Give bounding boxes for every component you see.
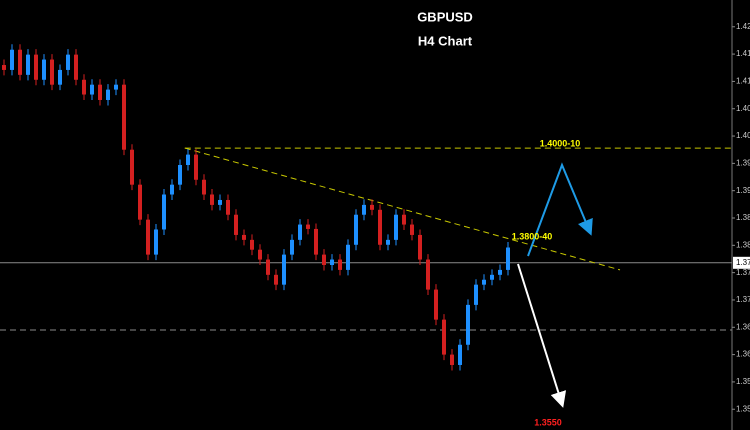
candle-body bbox=[370, 204, 374, 210]
candle-body bbox=[26, 54, 30, 75]
candle-body bbox=[362, 204, 366, 215]
y-tick-label: 1.40 bbox=[736, 104, 750, 113]
trendline bbox=[184, 147, 621, 271]
candle-body bbox=[98, 84, 102, 100]
candle-body bbox=[242, 234, 246, 240]
candle-body bbox=[106, 89, 110, 100]
candle-body bbox=[258, 249, 262, 260]
candle-body bbox=[506, 247, 510, 270]
candle-body bbox=[450, 354, 454, 365]
candle-body bbox=[138, 184, 142, 220]
candle-body bbox=[402, 214, 406, 225]
candle-body bbox=[418, 234, 422, 260]
candle-body bbox=[474, 284, 478, 305]
candle-body bbox=[122, 84, 126, 150]
candle-body bbox=[154, 229, 158, 255]
candle-body bbox=[266, 259, 270, 275]
candle-body bbox=[210, 194, 214, 205]
candle-body bbox=[274, 274, 278, 285]
candle-body bbox=[442, 319, 446, 355]
candle-body bbox=[346, 244, 350, 270]
candle-body bbox=[162, 194, 166, 230]
y-tick-label: 1.41 bbox=[736, 49, 750, 58]
chart-subtitle: H4 Chart bbox=[418, 33, 473, 48]
y-tick-label: 1.42 bbox=[736, 22, 750, 31]
candle-body bbox=[10, 49, 14, 70]
y-tick-label: 1.37 bbox=[736, 295, 750, 304]
candle-body bbox=[226, 199, 230, 215]
candle-body bbox=[410, 224, 414, 235]
y-tick-label: 1.35 bbox=[736, 377, 750, 386]
candle-body bbox=[18, 49, 22, 75]
annotation: 1.3550 bbox=[534, 417, 562, 427]
candle-body bbox=[114, 84, 118, 90]
candle-body bbox=[58, 69, 62, 85]
y-tick-label: 1.38 bbox=[736, 213, 750, 222]
candle-body bbox=[378, 209, 382, 245]
candle-body bbox=[74, 54, 78, 80]
bullish-arrow bbox=[527, 162, 593, 257]
candle-body bbox=[394, 214, 398, 240]
y-tick-label: 1.41 bbox=[736, 77, 750, 86]
y-tick-label: 1.35 bbox=[736, 404, 750, 413]
candle-body bbox=[66, 54, 70, 70]
candle-body bbox=[466, 304, 470, 345]
candle-body bbox=[90, 84, 94, 95]
y-tick-label: 1.36 bbox=[736, 350, 750, 359]
y-tick-label: 1.36 bbox=[736, 322, 750, 331]
y-tick-label: 1.38 bbox=[736, 240, 750, 249]
candle-body bbox=[2, 65, 6, 70]
candle-body bbox=[458, 344, 462, 365]
y-tick-label: 1.37 bbox=[736, 268, 750, 277]
y-tick-label: 1.39 bbox=[736, 158, 750, 167]
y-tick-label: 1.39 bbox=[736, 186, 750, 195]
y-tick-label: 1.40 bbox=[736, 131, 750, 140]
candle-body bbox=[194, 154, 198, 180]
candle-body bbox=[426, 259, 430, 290]
candle-body bbox=[202, 179, 206, 195]
candle-body bbox=[250, 239, 254, 250]
bearish-arrow bbox=[517, 263, 567, 408]
annotation: 1.4000-10 bbox=[540, 138, 581, 148]
candle-body bbox=[306, 224, 310, 229]
candle-body bbox=[482, 279, 486, 285]
candle-body bbox=[218, 199, 222, 205]
candle-body bbox=[282, 254, 286, 285]
candle-body bbox=[50, 59, 54, 85]
candle-body bbox=[322, 254, 326, 265]
candle-body bbox=[498, 269, 502, 275]
candle-body bbox=[178, 165, 182, 185]
candle-body bbox=[314, 228, 318, 255]
candle-body bbox=[130, 149, 134, 185]
candle-body bbox=[354, 214, 358, 245]
candle-body bbox=[330, 259, 334, 265]
candle-body bbox=[338, 259, 342, 270]
annotation: 1.3800-40 bbox=[512, 231, 553, 241]
candle-body bbox=[490, 274, 494, 280]
chart-title: GBPUSD bbox=[417, 9, 473, 24]
last-price-label: 1.37 bbox=[736, 258, 750, 267]
candle-body bbox=[42, 59, 46, 80]
candle-body bbox=[170, 184, 174, 195]
last-price-box bbox=[733, 256, 750, 269]
candle-body bbox=[82, 79, 86, 95]
candle-body bbox=[434, 289, 438, 320]
candle-body bbox=[234, 214, 238, 235]
candle-body bbox=[34, 54, 38, 80]
candle-body bbox=[386, 239, 390, 245]
candle-body bbox=[146, 219, 150, 255]
candle-body bbox=[186, 154, 190, 166]
candle-body bbox=[290, 239, 294, 255]
candle-body bbox=[298, 224, 302, 240]
